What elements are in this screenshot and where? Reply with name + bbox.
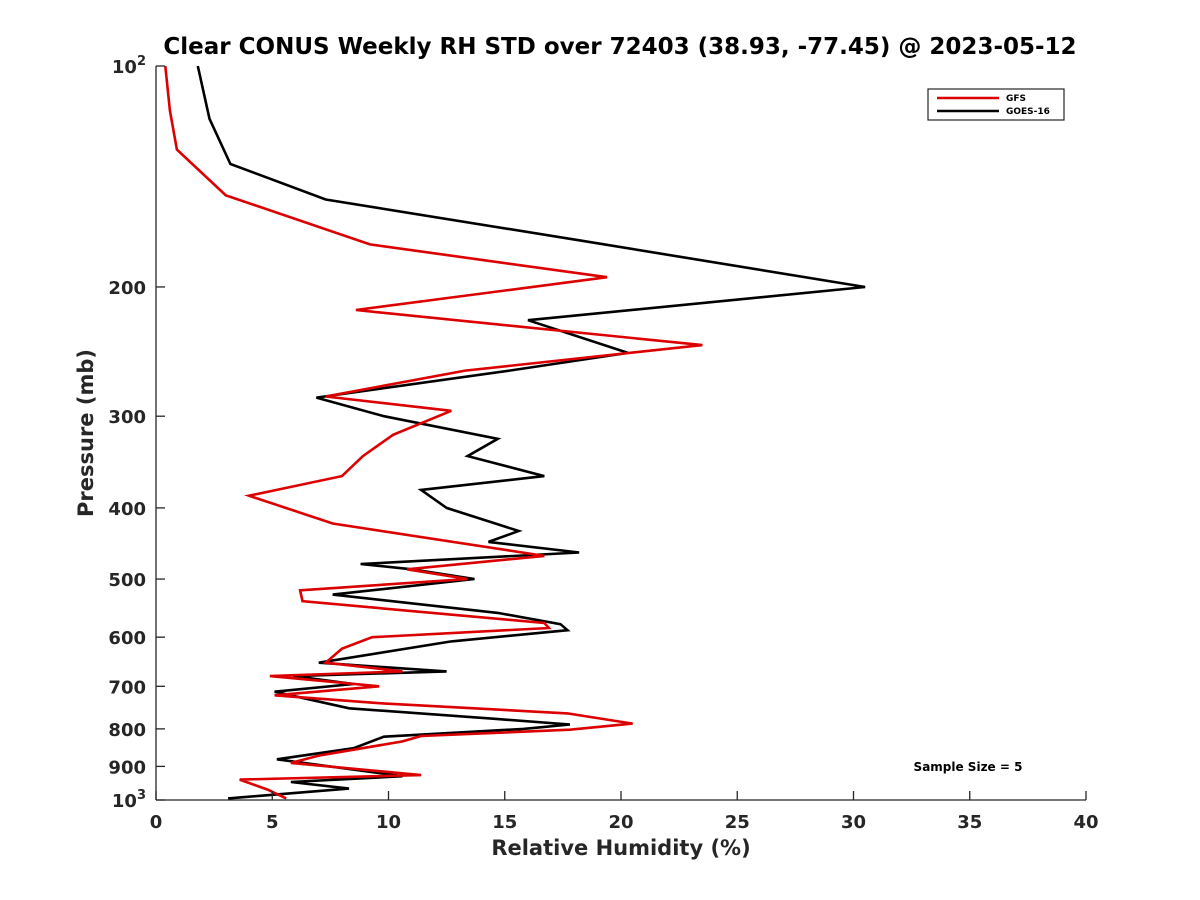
legend-label-gfs: GFS bbox=[1006, 94, 1026, 104]
y-tick-label-1: 200 bbox=[108, 278, 146, 299]
y-tick-label-4: 500 bbox=[108, 570, 146, 591]
series-line-goes-16 bbox=[196, 65, 866, 800]
x-tick-label-3: 15 bbox=[492, 812, 517, 833]
legend-box bbox=[927, 88, 1065, 121]
x-tick-label-4: 20 bbox=[608, 812, 633, 833]
y-tick-label-3: 400 bbox=[108, 499, 146, 520]
series-line-gfs bbox=[164, 65, 703, 800]
y-tick-label-2: 300 bbox=[108, 407, 146, 428]
y-ticks: 102 200 300 400 500 600 700 800 900 103 bbox=[108, 54, 165, 812]
x-tick-label-1: 5 bbox=[266, 812, 279, 833]
y-axis-label: Pressure (mb) bbox=[74, 349, 98, 517]
y-tick-label-0: 102 bbox=[112, 54, 146, 78]
x-tick-label-6: 30 bbox=[841, 812, 866, 833]
legend-label-goes-16: GOES-16 bbox=[1006, 107, 1050, 117]
chart-title: Clear CONUS Weekly RH STD over 72403 (38… bbox=[163, 34, 1076, 60]
x-tick-label-5: 25 bbox=[725, 812, 750, 833]
x-tick-label-8: 40 bbox=[1073, 812, 1098, 833]
y-tick-label-8: 900 bbox=[108, 757, 146, 778]
y-tick-label-9: 103 bbox=[112, 788, 146, 812]
x-tick-label-7: 35 bbox=[957, 812, 982, 833]
sample-size-annotation: Sample Size = 5 bbox=[914, 760, 1023, 774]
x-tick-label-2: 10 bbox=[376, 812, 401, 833]
x-tick-label-0: 0 bbox=[150, 812, 163, 833]
x-ticks: 0 5 10 15 20 25 30 35 40 bbox=[150, 791, 1099, 833]
x-axis-label: Relative Humidity (%) bbox=[491, 836, 750, 860]
series-layer bbox=[164, 65, 866, 800]
y-tick-label-7: 800 bbox=[108, 720, 146, 741]
y-tick-label-5: 600 bbox=[108, 628, 146, 649]
legend: GFS GOES-16 bbox=[927, 88, 1065, 121]
y-tick-label-6: 700 bbox=[108, 677, 146, 698]
